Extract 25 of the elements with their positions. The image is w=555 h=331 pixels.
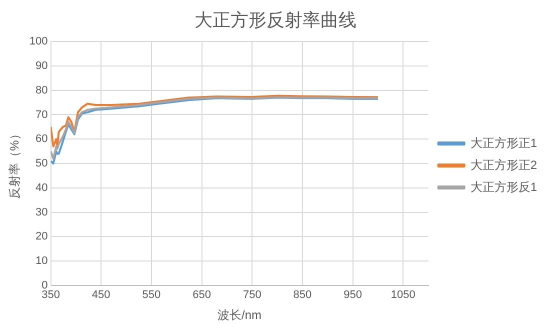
x-tick-label: 1050 <box>390 289 416 302</box>
y-tick-label: 100 <box>29 36 48 48</box>
y-axis-title: 反射率（%） <box>8 128 22 199</box>
legend-label: 大正方形反1 <box>470 180 538 194</box>
x-tick-label: 950 <box>344 289 362 302</box>
y-tick-label: 50 <box>36 158 48 170</box>
y-tick-label: 30 <box>36 206 48 218</box>
y-tick-label: 80 <box>36 84 48 96</box>
x-axis-title: 波长/nm <box>218 308 262 322</box>
legend-label: 大正方形正1 <box>470 136 538 150</box>
y-tick-label: 40 <box>36 182 48 194</box>
y-tick-label: 20 <box>36 230 48 243</box>
x-tick-label: 750 <box>242 289 262 302</box>
chart-title: 大正方形反射率曲线 <box>194 10 356 30</box>
x-tick-label: 350 <box>42 289 60 302</box>
y-tick-label: 0 <box>42 279 48 292</box>
legend-label: 大正方形正2 <box>470 158 538 172</box>
x-tick-label: 550 <box>142 289 161 302</box>
y-tick-label: 70 <box>36 108 48 121</box>
y-tick-label: 10 <box>36 255 48 268</box>
y-tick-label: 90 <box>36 60 48 72</box>
x-tick-label: 850 <box>293 289 312 302</box>
y-tick-label: 60 <box>36 133 48 146</box>
x-tick-label: 650 <box>192 289 211 302</box>
x-tick-label: 450 <box>92 289 110 302</box>
